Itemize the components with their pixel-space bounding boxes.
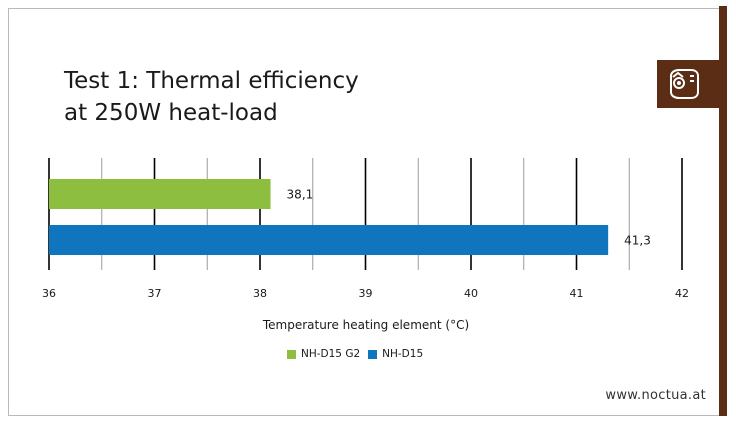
data-label-1: 41,3: [624, 234, 651, 248]
chart-title: Test 1: Thermal efficiency at 250W heat-…: [64, 65, 359, 129]
website-link[interactable]: www.noctua.at: [605, 388, 706, 403]
data-label-0: 38,1: [287, 188, 314, 202]
bar-1: [49, 225, 609, 255]
legend-item-nh-d15-g2: NH-D15 G2: [287, 348, 360, 360]
chart-title-line-2: at 250W heat-load: [64, 100, 278, 126]
bar-0: [49, 179, 271, 209]
x-axis-title: Temperature heating element (°C): [262, 318, 469, 332]
brand-bar: [719, 6, 727, 416]
legend-label-nh-d15: NH-D15: [382, 348, 424, 360]
chart-title-line-1: Test 1: Thermal efficiency: [64, 68, 359, 94]
x-tick-label: 41: [570, 287, 584, 300]
x-tick-label: 38: [253, 287, 267, 300]
legend-swatch-green: [287, 349, 296, 359]
slide: Test 1: Thermal efficiency at 250W heat-…: [8, 8, 721, 416]
legend-swatch-blue: [368, 349, 378, 359]
chart-legend: NH-D15 G2 NH-D15: [287, 347, 431, 361]
legend-label-nh-d15-g2: NH-D15 G2: [301, 348, 361, 360]
x-tick-label: 39: [359, 287, 373, 300]
x-tick-label: 36: [42, 287, 56, 300]
noctua-logo-tab: [657, 60, 722, 108]
x-tick-label: 37: [148, 287, 162, 300]
legend-item-nh-d15: NH-D15: [368, 348, 423, 360]
x-tick-label: 42: [675, 287, 689, 300]
noctua-owl-logo-icon: [670, 69, 699, 99]
x-tick-label: 40: [464, 287, 478, 300]
